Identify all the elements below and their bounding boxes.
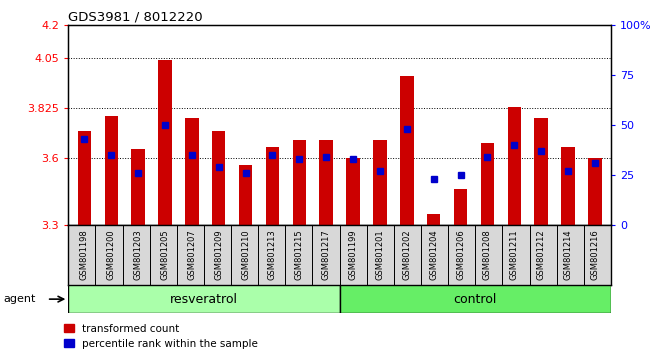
- Text: GSM801210: GSM801210: [241, 229, 250, 280]
- Text: GSM801203: GSM801203: [134, 229, 142, 280]
- Bar: [534, 118, 548, 225]
- Bar: [421, 225, 448, 285]
- Text: agent: agent: [3, 294, 36, 304]
- Bar: [266, 147, 279, 225]
- Bar: [556, 225, 584, 285]
- Bar: [150, 225, 177, 285]
- Bar: [292, 140, 306, 225]
- Bar: [448, 225, 475, 285]
- Bar: [177, 225, 204, 285]
- Bar: [339, 225, 367, 285]
- Bar: [68, 285, 339, 313]
- Text: GSM801214: GSM801214: [564, 229, 573, 280]
- Text: GSM801209: GSM801209: [214, 229, 223, 280]
- Bar: [96, 225, 122, 285]
- Text: GSM801211: GSM801211: [510, 229, 519, 280]
- Text: GSM801217: GSM801217: [322, 229, 331, 280]
- Text: GSM801213: GSM801213: [268, 229, 277, 280]
- Text: GSM801205: GSM801205: [161, 229, 170, 280]
- Bar: [400, 76, 413, 225]
- Bar: [481, 143, 494, 225]
- Bar: [346, 158, 360, 225]
- Bar: [77, 131, 91, 225]
- Bar: [508, 107, 521, 225]
- Bar: [285, 225, 313, 285]
- Text: control: control: [454, 293, 497, 306]
- Bar: [319, 140, 333, 225]
- Bar: [258, 225, 285, 285]
- Text: GSM801212: GSM801212: [537, 229, 545, 280]
- Bar: [502, 225, 530, 285]
- Text: GSM801216: GSM801216: [590, 229, 599, 280]
- Bar: [131, 149, 145, 225]
- Text: GSM801204: GSM801204: [429, 229, 438, 280]
- Legend: transformed count, percentile rank within the sample: transformed count, percentile rank withi…: [64, 324, 258, 349]
- Text: GSM801206: GSM801206: [456, 229, 465, 280]
- Text: GDS3981 / 8012220: GDS3981 / 8012220: [68, 11, 203, 24]
- Bar: [158, 60, 172, 225]
- Bar: [122, 225, 150, 285]
- Bar: [475, 225, 502, 285]
- Bar: [339, 285, 611, 313]
- Bar: [530, 225, 556, 285]
- Bar: [394, 225, 421, 285]
- Bar: [562, 147, 575, 225]
- Text: GSM801200: GSM801200: [107, 229, 116, 280]
- Bar: [204, 225, 231, 285]
- Bar: [313, 225, 339, 285]
- Text: resveratrol: resveratrol: [170, 293, 238, 306]
- Text: GSM801199: GSM801199: [348, 229, 358, 280]
- Bar: [185, 118, 198, 225]
- Bar: [212, 131, 226, 225]
- Text: GSM801207: GSM801207: [187, 229, 196, 280]
- Bar: [68, 225, 96, 285]
- Bar: [454, 189, 467, 225]
- Text: GSM801198: GSM801198: [80, 229, 89, 280]
- Bar: [231, 225, 258, 285]
- Text: GSM801208: GSM801208: [483, 229, 492, 280]
- Text: GSM801202: GSM801202: [402, 229, 411, 280]
- Text: GSM801201: GSM801201: [376, 229, 384, 280]
- Bar: [588, 158, 602, 225]
- Bar: [584, 225, 611, 285]
- Text: GSM801215: GSM801215: [295, 229, 304, 280]
- Bar: [105, 116, 118, 225]
- Bar: [239, 165, 252, 225]
- Bar: [373, 140, 387, 225]
- Bar: [427, 214, 441, 225]
- Bar: [367, 225, 394, 285]
